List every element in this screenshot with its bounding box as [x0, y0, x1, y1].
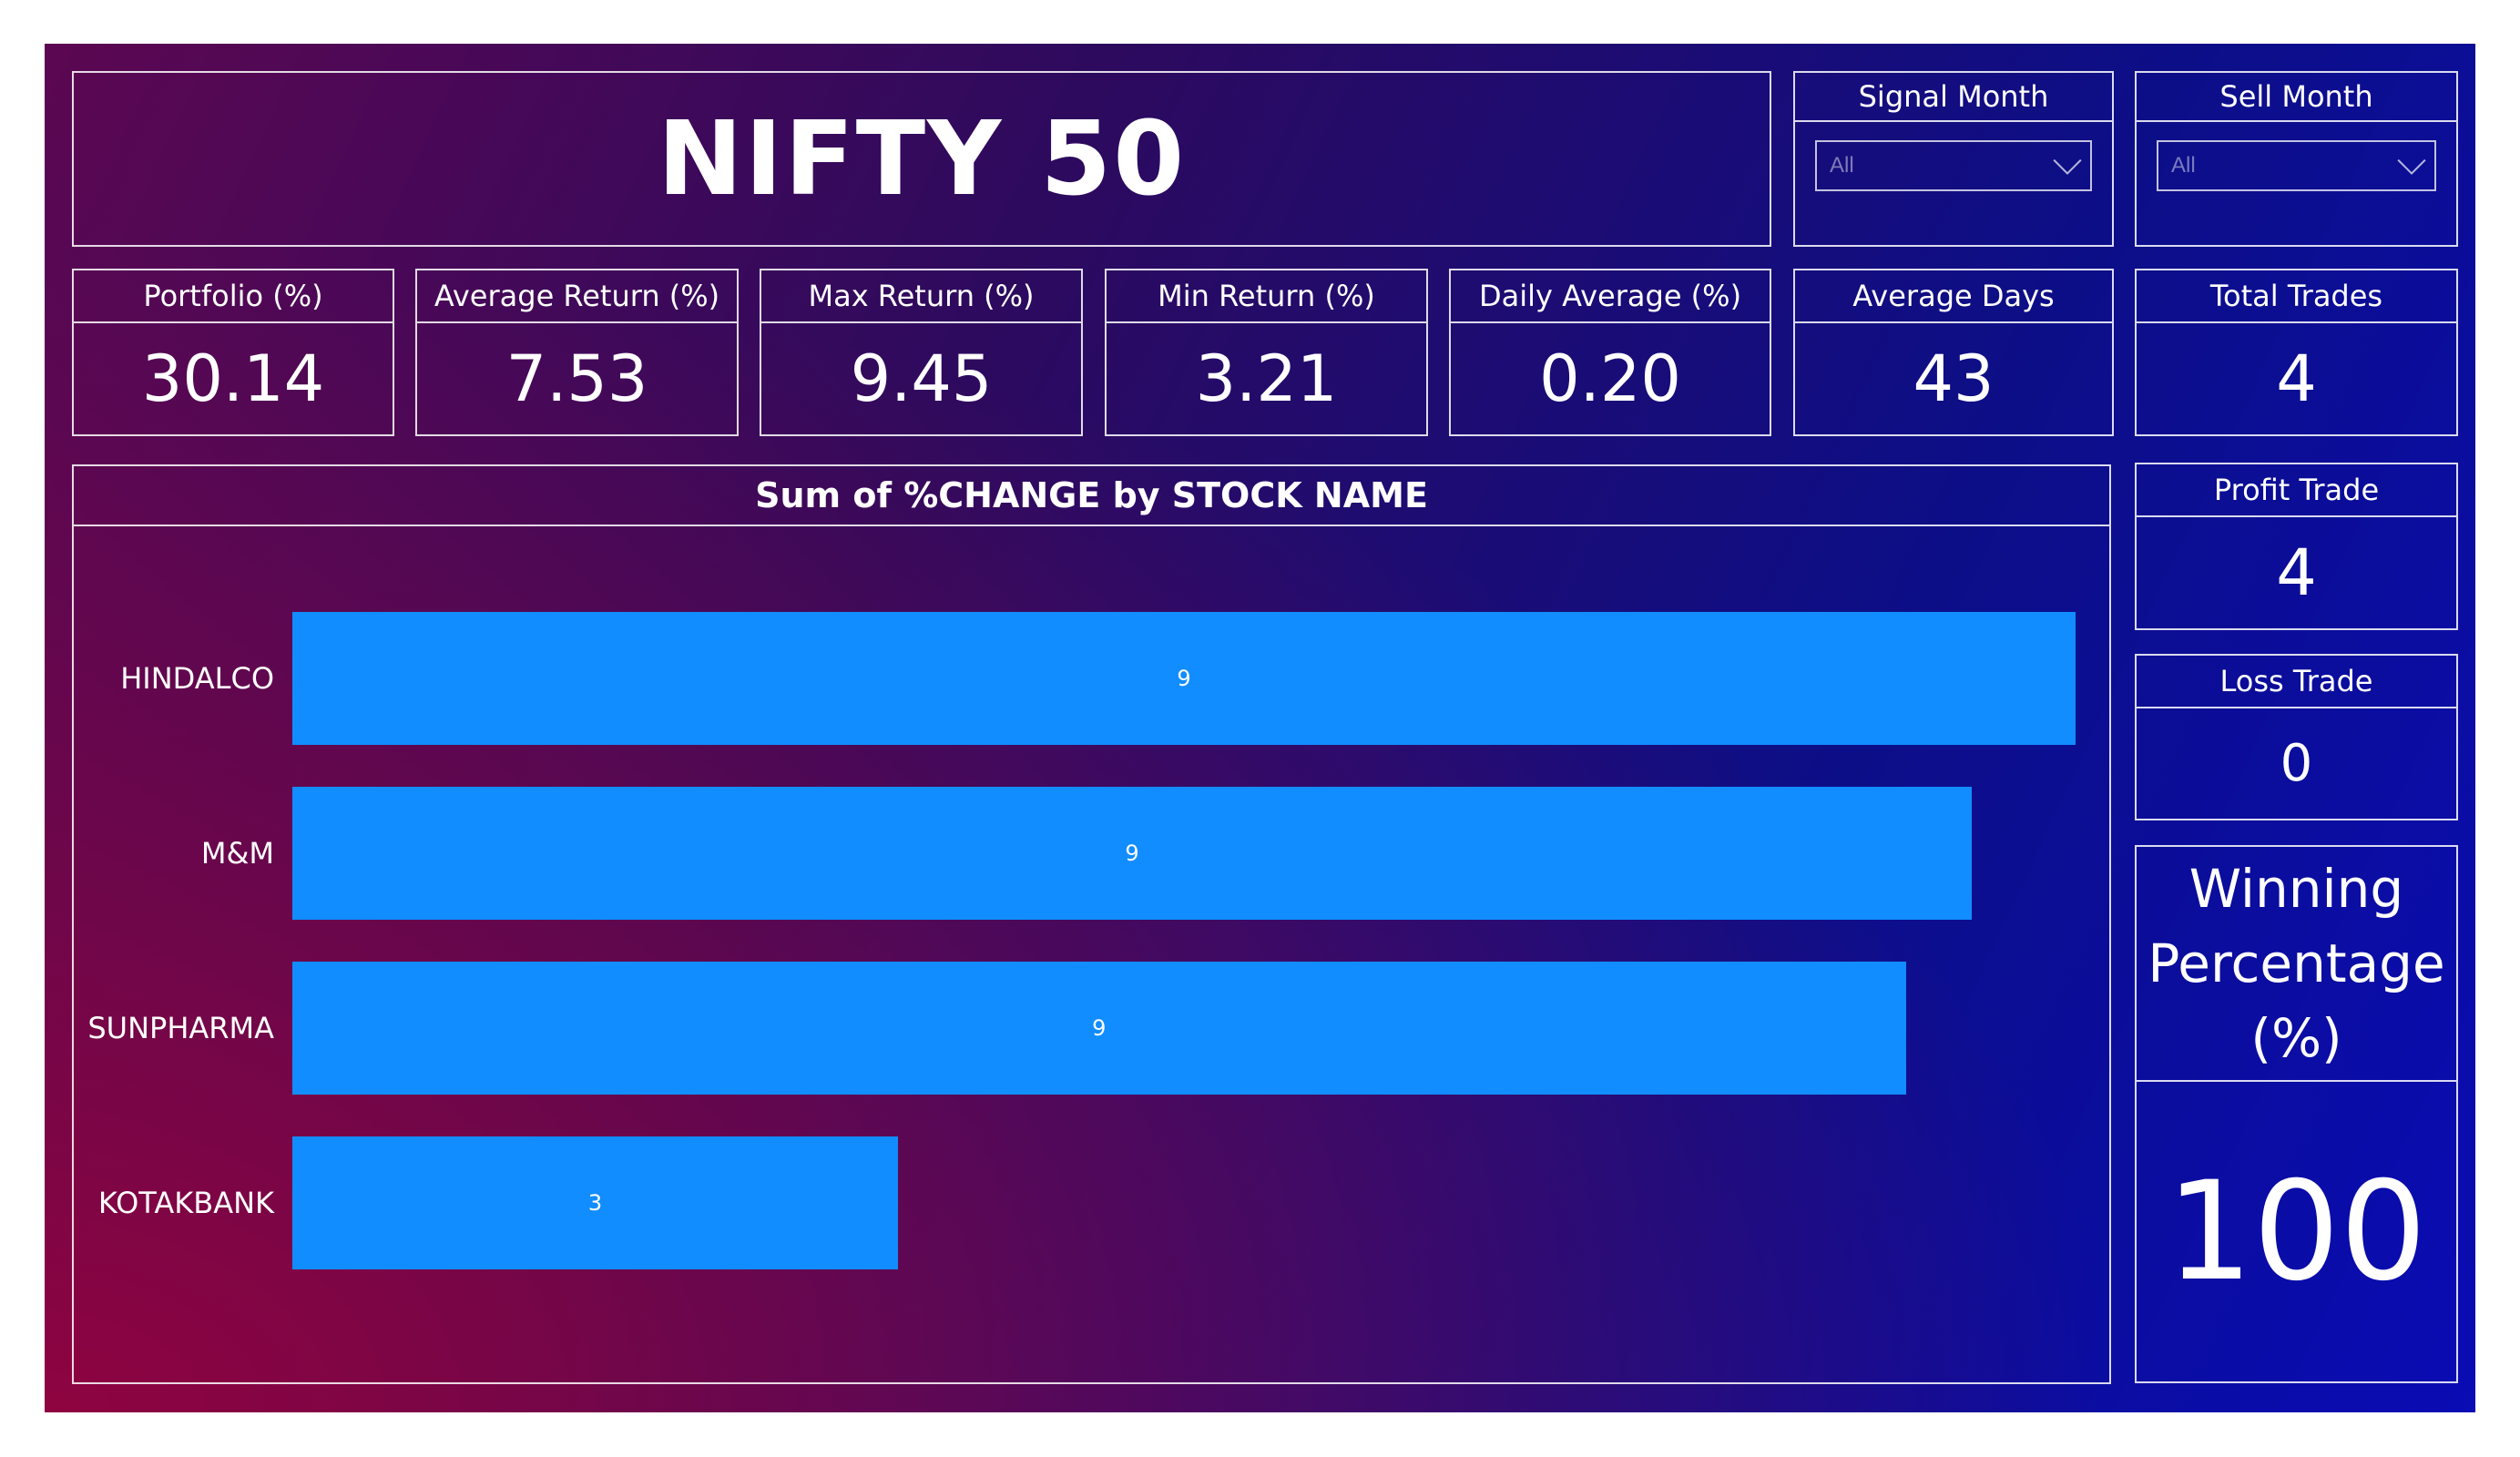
dashboard-canvas: NIFTY 50 Signal Month All Sell Month All… — [45, 44, 2475, 1412]
kpi-label: Winning Percentage (%) — [2137, 847, 2456, 1082]
kpi-winning-percentage: Winning Percentage (%) 100 — [2135, 845, 2458, 1383]
page-title: NIFTY 50 — [657, 99, 1187, 219]
kpi-value: 43 — [1913, 341, 1995, 416]
kpi-daily-average: Daily Average (%) 0.20 — [1449, 269, 1771, 436]
bar[interactable] — [292, 1136, 899, 1269]
kpi-value: 9.45 — [850, 341, 993, 416]
data-label: 9 — [1092, 1015, 1107, 1041]
signal-month-value: All — [1830, 153, 1854, 178]
kpi-loss-trade: Loss Trade 0 — [2135, 654, 2458, 820]
bar-chart-card: Sum of %CHANGE by STOCK NAME HINDALCO 9 M&… — [72, 464, 2111, 1384]
kpi-value: 7.53 — [505, 341, 648, 416]
sell-month-value: All — [2171, 153, 2196, 178]
kpi-label: Total Trades — [2137, 270, 2456, 323]
sell-month-dropdown[interactable]: All — [2157, 140, 2436, 191]
signal-month-slicer: Signal Month All — [1793, 71, 2114, 247]
kpi-value: 100 — [2166, 1152, 2427, 1311]
kpi-label: Portfolio (%) — [74, 270, 393, 323]
kpi-average-days: Average Days 43 — [1793, 269, 2114, 436]
kpi-total-trades: Total Trades 4 — [2135, 269, 2458, 436]
sell-month-label: Sell Month — [2137, 73, 2456, 122]
signal-month-dropdown[interactable]: All — [1815, 140, 2092, 191]
bar[interactable] — [292, 612, 2076, 745]
category-label: HINDALCO — [120, 661, 274, 696]
kpi-label: Daily Average (%) — [1451, 270, 1770, 323]
signal-month-label: Signal Month — [1795, 73, 2112, 122]
kpi-average-return: Average Return (%) 7.53 — [415, 269, 739, 436]
chevron-down-icon — [2397, 146, 2426, 175]
kpi-max-return: Max Return (%) 9.45 — [760, 269, 1083, 436]
category-label: M&M — [200, 836, 274, 871]
kpi-label: Max Return (%) — [761, 270, 1081, 323]
kpi-label: Average Days — [1795, 270, 2112, 323]
kpi-label: Loss Trade — [2137, 656, 2456, 708]
kpi-value: 0.20 — [1539, 341, 1681, 416]
kpi-portfolio: Portfolio (%) 30.14 — [72, 269, 394, 436]
kpi-label: Profit Trade — [2137, 464, 2456, 517]
bar[interactable] — [292, 787, 1973, 920]
chart-title: Sum of %CHANGE by STOCK NAME — [74, 466, 2109, 526]
kpi-value: 3.21 — [1195, 341, 1338, 416]
kpi-profit-trade: Profit Trade 4 — [2135, 463, 2458, 630]
kpi-label: Average Return (%) — [417, 270, 737, 323]
kpi-value: 4 — [2276, 535, 2317, 610]
chart-plot-area: HINDALCO 9 M&M 9 SUNPHARMA 9 KOTAKBANK 3 — [74, 526, 2109, 1382]
data-label: 9 — [1177, 666, 1191, 691]
title-card: NIFTY 50 — [72, 71, 1771, 247]
category-label: KOTAKBANK — [97, 1186, 274, 1220]
category-label: SUNPHARMA — [87, 1011, 274, 1045]
kpi-value: 0 — [2280, 734, 2313, 793]
kpi-label: Min Return (%) — [1107, 270, 1426, 323]
chevron-down-icon — [2053, 146, 2082, 175]
bar[interactable] — [292, 962, 1906, 1095]
kpi-value: 4 — [2276, 341, 2317, 416]
kpi-value: 30.14 — [141, 341, 325, 416]
data-label: 3 — [587, 1190, 603, 1216]
data-label: 9 — [1125, 841, 1139, 866]
kpi-min-return: Min Return (%) 3.21 — [1105, 269, 1428, 436]
sell-month-slicer: Sell Month All — [2135, 71, 2458, 247]
